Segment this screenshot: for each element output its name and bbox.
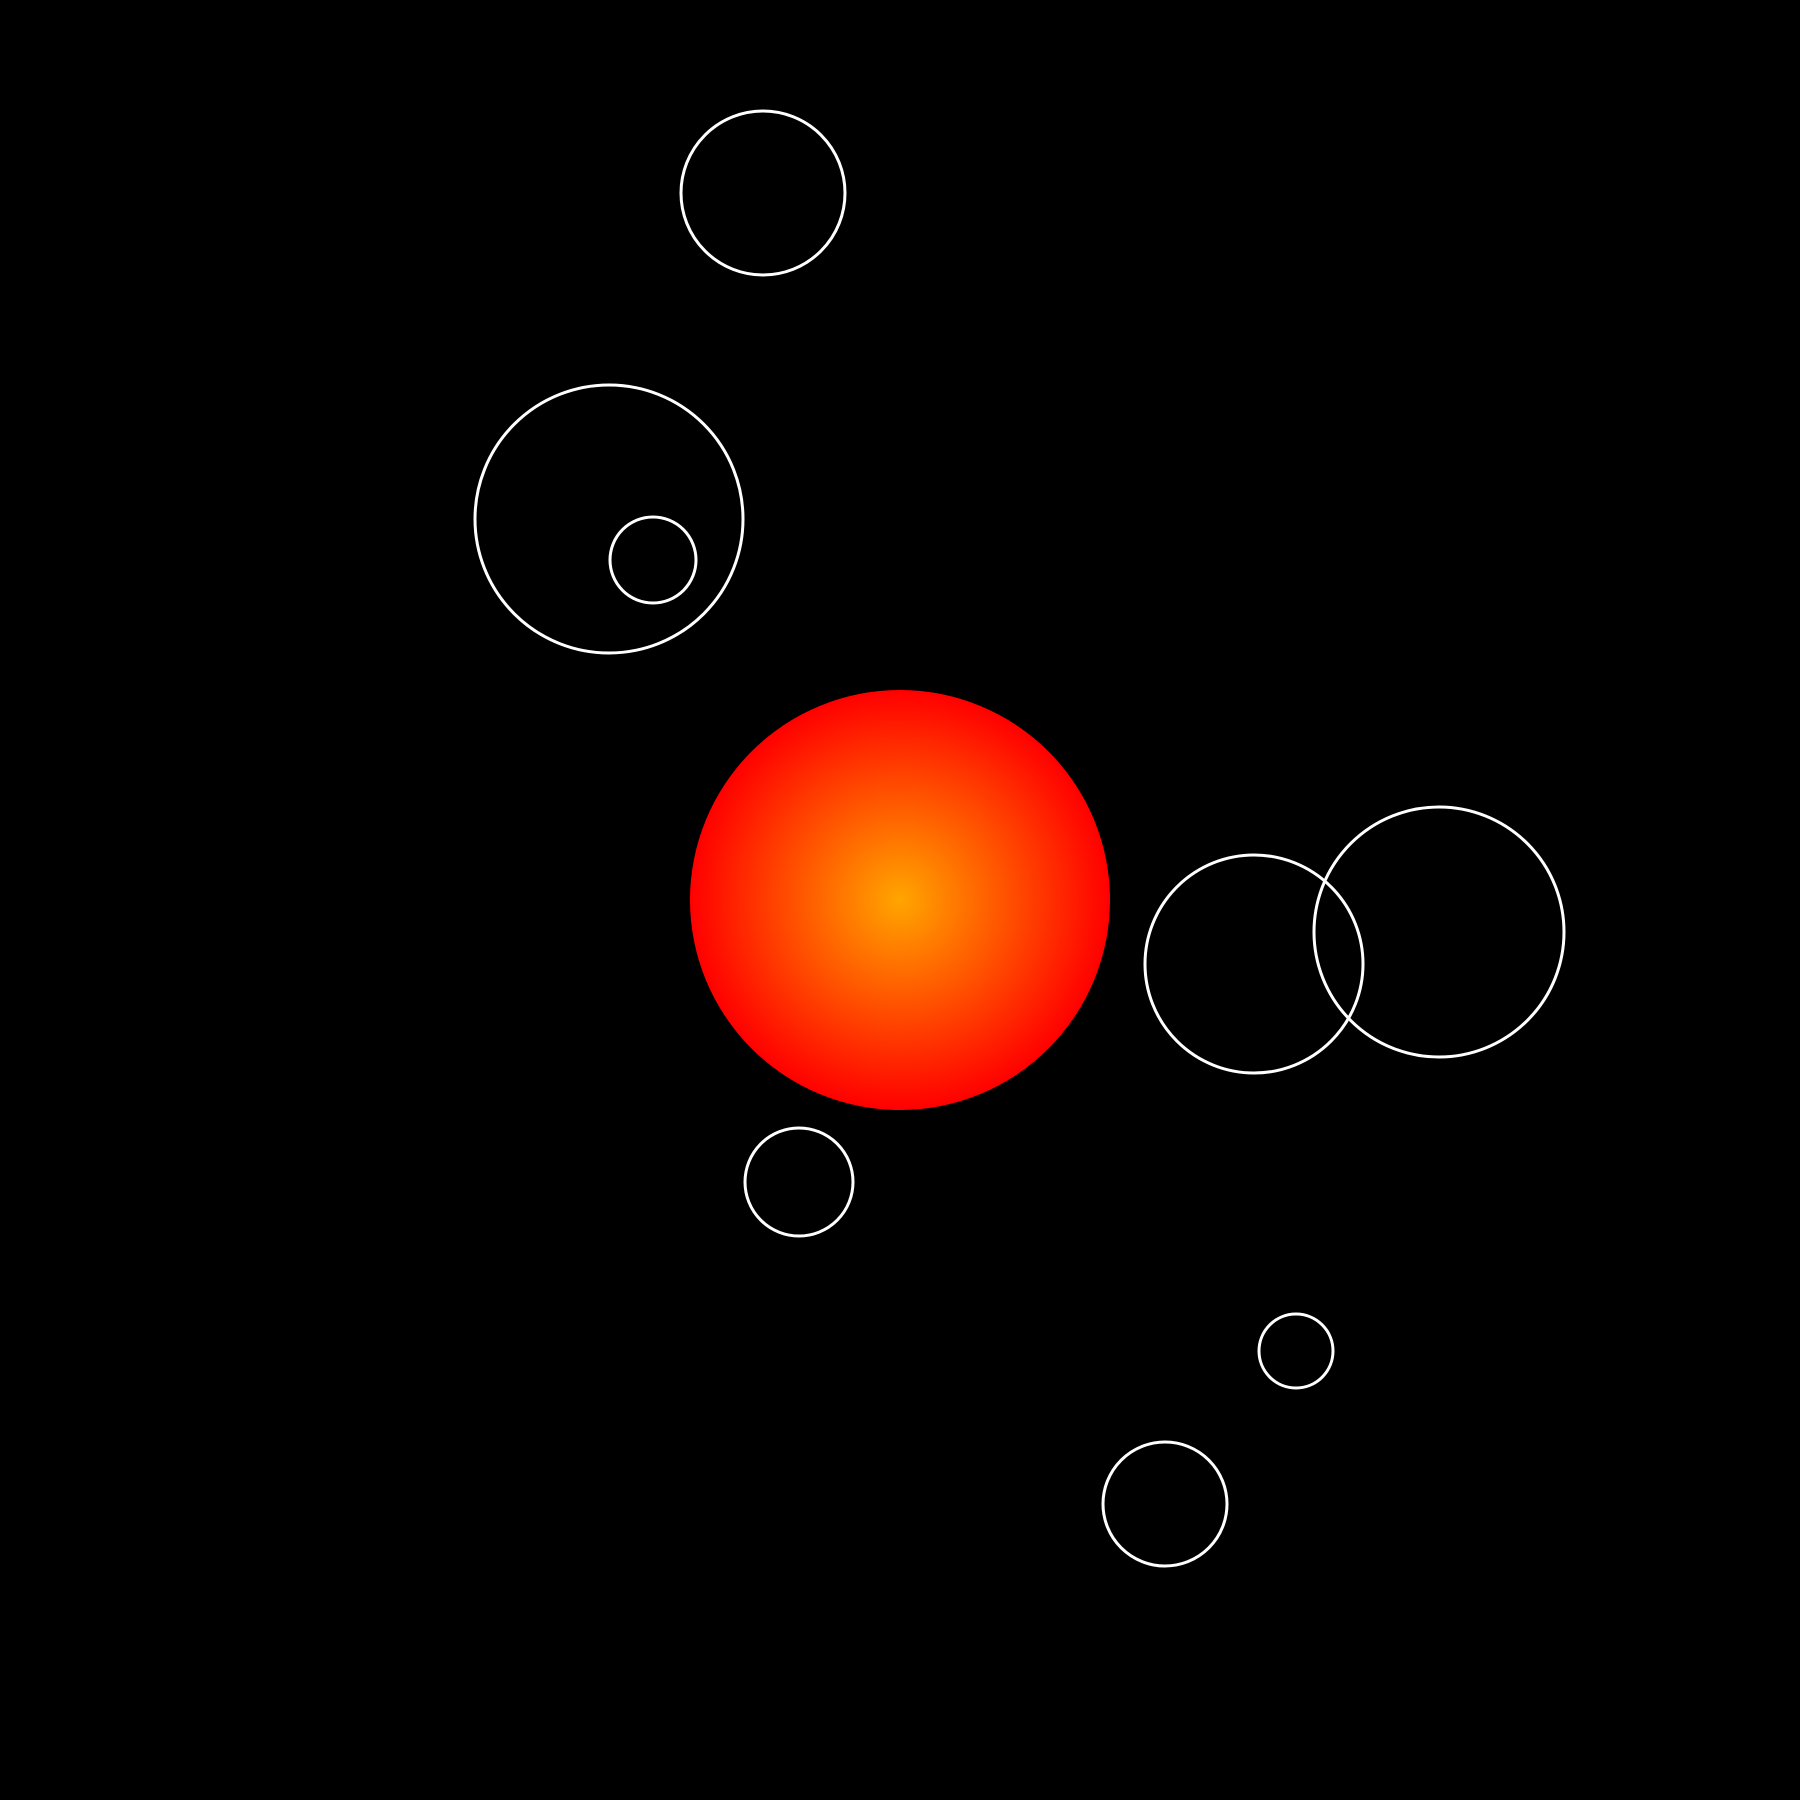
ring-below-sun — [743, 1126, 855, 1238]
ring-top — [679, 109, 847, 277]
ring-small-lower-right — [1257, 1312, 1335, 1390]
ring-large-upper-left — [473, 383, 745, 655]
ring-bottom — [1101, 1440, 1229, 1568]
ring-right-inner — [1143, 853, 1365, 1075]
ring-inner-small — [608, 515, 698, 605]
ring-right-outer — [1312, 805, 1566, 1059]
central-sun — [690, 690, 1110, 1110]
